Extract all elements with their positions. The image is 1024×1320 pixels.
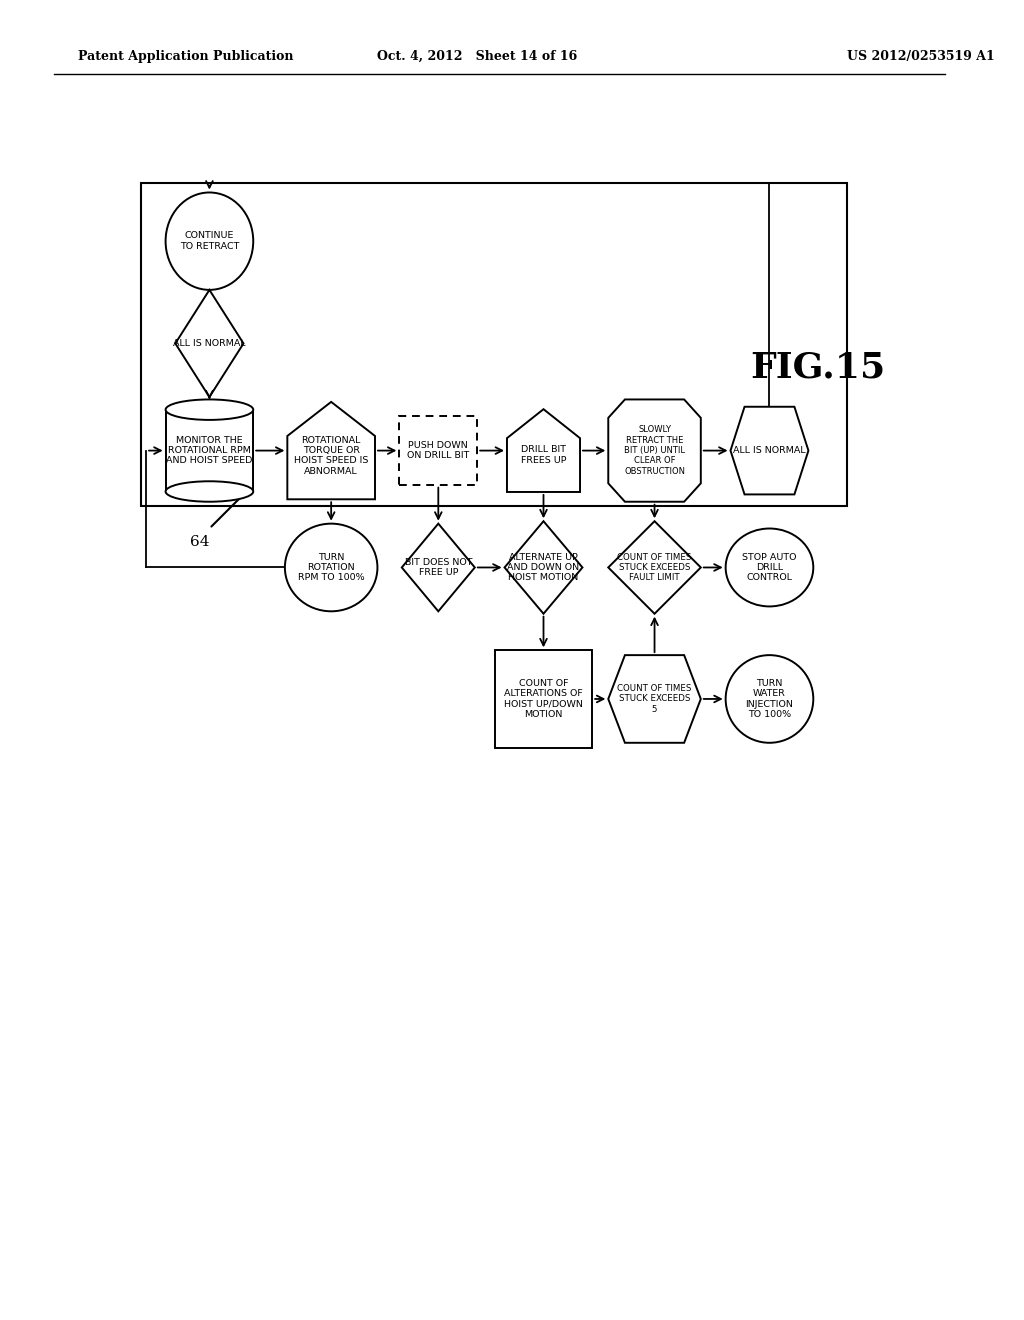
Text: COUNT OF TIMES
STUCK EXCEEDS
5: COUNT OF TIMES STUCK EXCEEDS 5 xyxy=(617,684,692,714)
Text: TURN
ROTATION
RPM TO 100%: TURN ROTATION RPM TO 100% xyxy=(298,553,365,582)
Text: ALL IS NORMAL: ALL IS NORMAL xyxy=(733,446,806,455)
Polygon shape xyxy=(608,521,700,614)
Polygon shape xyxy=(507,409,580,492)
Text: 64: 64 xyxy=(189,536,210,549)
Text: CONTINUE
TO RETRACT: CONTINUE TO RETRACT xyxy=(180,231,239,251)
Ellipse shape xyxy=(285,524,378,611)
Text: ROTATIONAL
TORQUE OR
HOIST SPEED IS
ABNORMAL: ROTATIONAL TORQUE OR HOIST SPEED IS ABNO… xyxy=(294,436,369,475)
Text: DRILL BIT
FREES UP: DRILL BIT FREES UP xyxy=(521,445,566,465)
Ellipse shape xyxy=(166,193,253,290)
Text: STOP AUTO
DRILL
CONTROL: STOP AUTO DRILL CONTROL xyxy=(742,553,797,582)
Text: ALTERNATE UP
AND DOWN ON
HOIST MOTION: ALTERNATE UP AND DOWN ON HOIST MOTION xyxy=(508,553,580,582)
Polygon shape xyxy=(175,290,244,397)
Ellipse shape xyxy=(726,528,813,606)
FancyBboxPatch shape xyxy=(495,651,592,747)
Text: COUNT OF TIMES
STUCK EXCEEDS
FAULT LIMIT: COUNT OF TIMES STUCK EXCEEDS FAULT LIMIT xyxy=(617,553,692,582)
Text: ALL IS NORMAL: ALL IS NORMAL xyxy=(173,339,246,348)
Text: FIG.15: FIG.15 xyxy=(751,351,886,385)
Ellipse shape xyxy=(166,400,253,420)
Polygon shape xyxy=(288,401,375,499)
Ellipse shape xyxy=(166,482,253,502)
Polygon shape xyxy=(730,407,808,495)
Polygon shape xyxy=(505,521,583,614)
FancyBboxPatch shape xyxy=(399,417,477,484)
Polygon shape xyxy=(608,400,700,502)
Text: SLOWLY
RETRACT THE
BIT (UP) UNTIL
CLEAR OF
OBSTRUCTION: SLOWLY RETRACT THE BIT (UP) UNTIL CLEAR … xyxy=(624,425,685,477)
Text: Oct. 4, 2012   Sheet 14 of 16: Oct. 4, 2012 Sheet 14 of 16 xyxy=(377,50,578,62)
Text: BIT DOES NOT
FREE UP: BIT DOES NOT FREE UP xyxy=(404,558,472,577)
Polygon shape xyxy=(401,524,475,611)
Polygon shape xyxy=(166,409,253,491)
Text: PUSH DOWN
ON DRILL BIT: PUSH DOWN ON DRILL BIT xyxy=(408,441,469,461)
Ellipse shape xyxy=(726,655,813,743)
FancyBboxPatch shape xyxy=(166,409,253,491)
Text: Patent Application Publication: Patent Application Publication xyxy=(78,50,294,62)
Text: MONITOR THE
ROTATIONAL RPM
AND HOIST SPEED: MONITOR THE ROTATIONAL RPM AND HOIST SPE… xyxy=(166,436,253,466)
Polygon shape xyxy=(608,655,700,743)
Text: US 2012/0253519 A1: US 2012/0253519 A1 xyxy=(848,50,995,62)
Text: TURN
WATER
INJECTION
TO 100%: TURN WATER INJECTION TO 100% xyxy=(745,678,794,719)
Text: COUNT OF
ALTERATIONS OF
HOIST UP/DOWN
MOTION: COUNT OF ALTERATIONS OF HOIST UP/DOWN MO… xyxy=(504,678,583,719)
